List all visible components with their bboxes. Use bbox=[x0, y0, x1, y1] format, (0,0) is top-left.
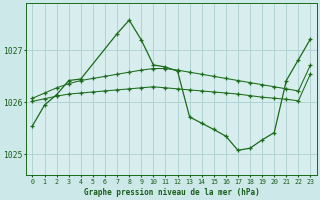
X-axis label: Graphe pression niveau de la mer (hPa): Graphe pression niveau de la mer (hPa) bbox=[84, 188, 260, 197]
